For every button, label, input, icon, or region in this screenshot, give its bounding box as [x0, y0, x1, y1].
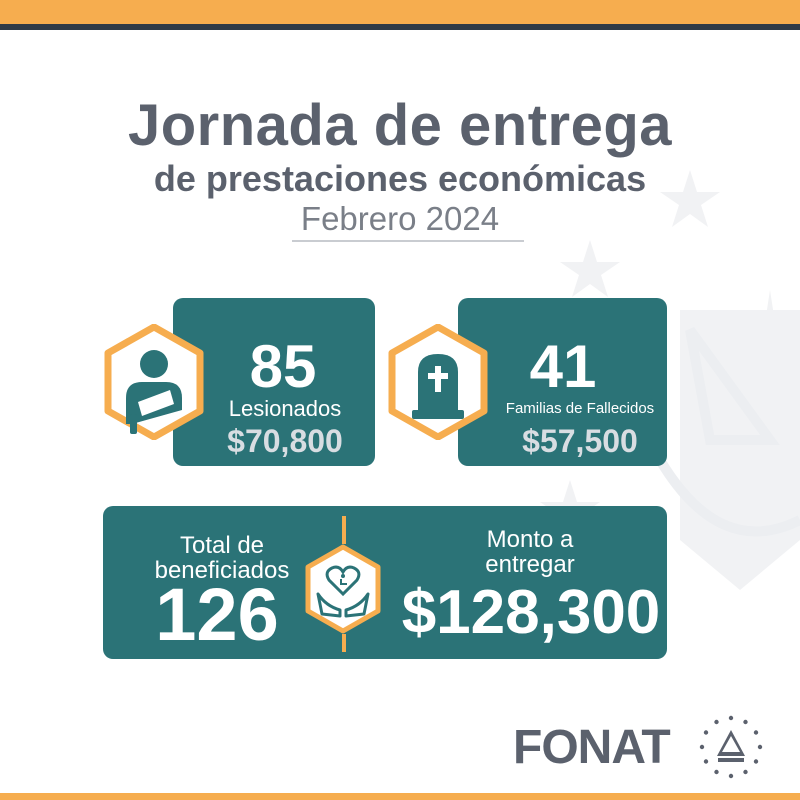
- tombstone-cross-icon: [388, 324, 488, 440]
- totals-card: [103, 506, 667, 659]
- injured-label: Lesionados: [228, 396, 342, 421]
- bottom-accent-bar: [0, 793, 800, 800]
- period-label: Febrero 2024: [300, 200, 500, 237]
- deceased-card: [458, 298, 667, 466]
- deceased-amount: $57,500: [522, 423, 638, 459]
- totals-divider-bottom: [342, 634, 346, 652]
- top-accent-bar: [0, 0, 800, 24]
- total-beneficiaries-label: Total de beneficiados: [154, 532, 290, 585]
- total-beneficiaries-count: 126: [155, 573, 279, 656]
- injured-card: [173, 298, 375, 466]
- coat-of-arms-watermark-icon: [540, 170, 800, 590]
- page-title: Jornada de entrega: [127, 93, 673, 158]
- page-subtitle: de prestaciones económicas: [153, 158, 647, 199]
- fonat-logo: FONAT: [513, 724, 678, 772]
- total-amount-value: $128,300: [401, 578, 661, 647]
- el-salvador-coat-of-arms-icon: [699, 715, 763, 779]
- injured-amount: $70,800: [227, 423, 343, 459]
- total-amount-label: Monto a entregar: [485, 526, 575, 579]
- hands-heart-wheelchair-icon: [305, 544, 381, 634]
- fonat-logo-text: FONAT: [513, 721, 671, 774]
- injured-person-arm-sling-icon: [104, 324, 204, 440]
- top-dark-line: [0, 24, 800, 30]
- totals-divider-top: [342, 516, 346, 544]
- injured-count: 85: [249, 333, 317, 400]
- deceased-label: Familias de Fallecidos: [505, 400, 655, 417]
- title-divider: [292, 240, 524, 242]
- deceased-count: 41: [529, 333, 597, 400]
